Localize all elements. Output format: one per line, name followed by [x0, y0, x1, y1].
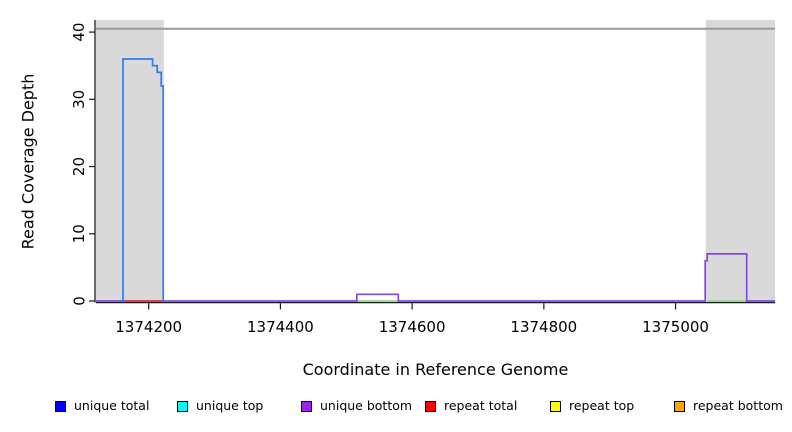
legend-label: unique total	[74, 398, 150, 413]
y-tick-label: 30	[70, 90, 88, 109]
masked-region-left	[96, 20, 164, 303]
legend-label: repeat total	[444, 398, 518, 413]
x-tick-label: 1375000	[642, 318, 709, 336]
legend-swatch-unique-top	[177, 400, 188, 412]
legend-item-repeat-bottom: repeat bottom	[674, 398, 783, 414]
legend-label: repeat bottom	[693, 398, 783, 413]
legend-label: unique top	[196, 398, 264, 413]
legend-swatch-repeat-top	[550, 400, 561, 412]
legend-item-unique-bottom: unique bottom	[301, 398, 412, 414]
legend-swatch-repeat-bottom	[674, 400, 685, 412]
y-tick-label: 40	[70, 23, 88, 42]
coverage-line-unique-bottom	[96, 253, 775, 302]
y-tick-label: 0	[70, 296, 88, 306]
legend-item-unique-top: unique top	[177, 398, 263, 414]
legend-swatch-unique-total	[55, 400, 66, 412]
x-tick-label: 1374600	[379, 318, 446, 336]
x-tick-label: 1374400	[247, 318, 314, 336]
x-tick-label: 1374200	[115, 318, 182, 336]
legend: unique total unique top unique bottom repea…	[0, 398, 792, 422]
legend-item-unique-total: unique total	[55, 398, 149, 414]
coverage-line-unique-total	[122, 58, 165, 301]
y-axis-title: Read Coverage Depth	[18, 73, 38, 250]
legend-label: unique bottom	[320, 398, 413, 413]
legend-label: repeat top	[569, 398, 635, 413]
legend-item-repeat-top: repeat top	[550, 398, 634, 414]
x-tick-label: 1374800	[510, 318, 577, 336]
legend-swatch-repeat-total	[425, 400, 436, 412]
x-axis-title: Coordinate in Reference Genome	[302, 360, 569, 379]
y-tick-label: 10	[70, 224, 88, 243]
legend-swatch-unique-bottom	[301, 400, 312, 412]
masked-region-right	[705, 20, 775, 303]
y-tick-label: 20	[70, 157, 88, 176]
legend-item-repeat-total: repeat total	[425, 398, 517, 414]
